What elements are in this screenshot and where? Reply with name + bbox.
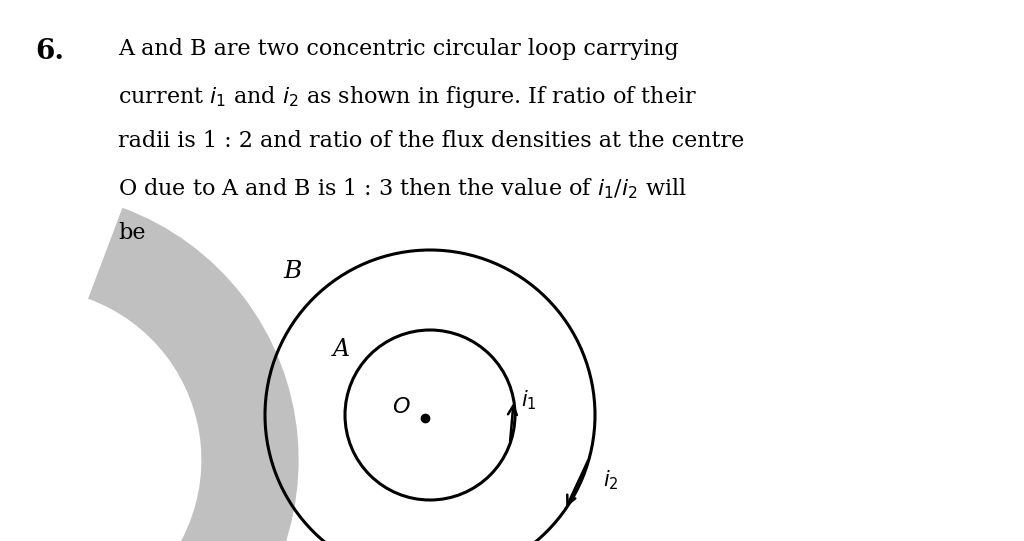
Text: current $i_1$ and $i_2$ as shown in figure. If ratio of their: current $i_1$ and $i_2$ as shown in figu…	[118, 84, 697, 110]
Text: O due to A and B is 1 : 3 then the value of $i_1$/$i_2$ will: O due to A and B is 1 : 3 then the value…	[118, 176, 687, 201]
Text: 6.: 6.	[35, 38, 63, 65]
Text: be: be	[118, 222, 145, 244]
Text: A: A	[333, 338, 350, 361]
Text: B: B	[283, 260, 301, 283]
Text: radii is 1 : 2 and ratio of the flux densities at the centre: radii is 1 : 2 and ratio of the flux den…	[118, 130, 744, 152]
Text: $O$: $O$	[392, 396, 411, 418]
Text: A and B are two concentric circular loop carrying: A and B are two concentric circular loop…	[118, 38, 679, 60]
Text: $i_2$: $i_2$	[603, 468, 618, 492]
Text: $i_1$: $i_1$	[521, 388, 537, 412]
